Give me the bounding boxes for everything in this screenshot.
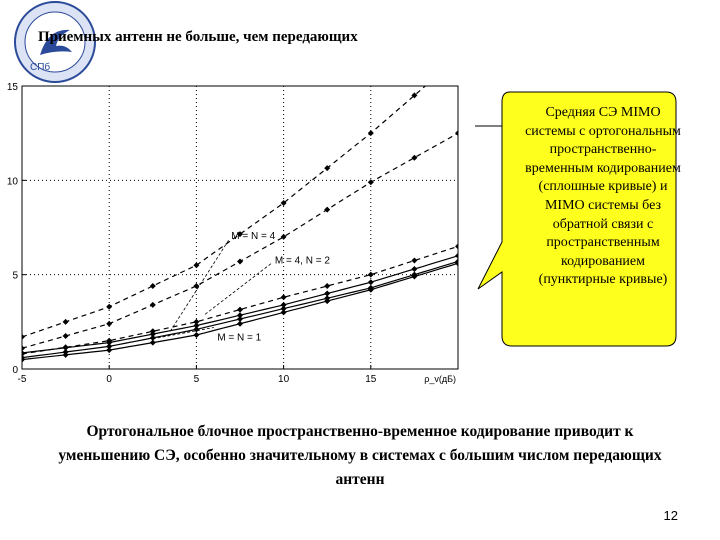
slide-title: Приемных антенн не больше, чем передающи… bbox=[38, 29, 358, 45]
x-tick-label: -5 bbox=[18, 374, 27, 385]
series-marker bbox=[237, 231, 243, 238]
series-marker bbox=[62, 332, 69, 339]
series-marker bbox=[106, 320, 113, 327]
series-marker bbox=[62, 351, 69, 358]
y-tick-label: 5 bbox=[12, 271, 18, 282]
series-1 bbox=[22, 86, 427, 340]
plot-frame bbox=[21, 85, 459, 370]
series-marker bbox=[193, 332, 200, 339]
series-marker bbox=[193, 262, 200, 269]
x-tick-label: 5 bbox=[194, 374, 200, 385]
chart-grid bbox=[21, 85, 459, 370]
x-tick-label: 10 bbox=[278, 374, 290, 385]
series-marker bbox=[149, 331, 156, 338]
y-tick-label: 15 bbox=[7, 82, 19, 93]
university-logo: СПб bbox=[14, 1, 96, 83]
series-marker bbox=[455, 130, 458, 137]
annotation-label: M = N = 4 bbox=[231, 231, 275, 242]
series-line bbox=[22, 245, 458, 355]
x-tick-label: 0 bbox=[106, 374, 112, 385]
series-marker bbox=[193, 318, 200, 325]
series-marker bbox=[367, 130, 374, 137]
x-tick-label: 15 bbox=[365, 374, 377, 385]
series-line bbox=[22, 86, 427, 338]
series-marker bbox=[411, 92, 418, 99]
series-marker bbox=[367, 279, 374, 286]
series-marker bbox=[22, 349, 25, 356]
series-marker bbox=[149, 339, 156, 346]
series-marker bbox=[106, 303, 113, 310]
series-marker bbox=[411, 257, 418, 264]
annotation-leader bbox=[169, 238, 230, 332]
series-marker bbox=[106, 339, 113, 346]
series-marker bbox=[149, 301, 156, 308]
series-marker bbox=[411, 154, 418, 161]
series-marker bbox=[149, 282, 156, 289]
series-marker bbox=[237, 320, 243, 327]
series-marker bbox=[237, 312, 243, 319]
series-2 bbox=[22, 130, 458, 352]
series-marker bbox=[455, 252, 458, 259]
callout-text: Средняя СЭ MIMO системы с ортогональным … bbox=[525, 105, 681, 288]
series-6 bbox=[22, 260, 458, 363]
series-marker bbox=[193, 322, 200, 329]
series-marker bbox=[237, 316, 243, 323]
y-tick-label: 10 bbox=[7, 176, 19, 187]
series-marker bbox=[22, 356, 25, 363]
series-marker bbox=[280, 301, 287, 308]
y-tick-label: 0 bbox=[12, 365, 18, 376]
series-marker bbox=[455, 243, 458, 250]
svg-text:СПб: СПб bbox=[30, 61, 50, 73]
series-marker bbox=[149, 334, 156, 341]
series-marker bbox=[280, 309, 287, 316]
series-marker bbox=[411, 266, 418, 273]
series-marker bbox=[62, 344, 69, 351]
series-marker bbox=[22, 333, 25, 340]
series-marker bbox=[324, 165, 331, 172]
series-marker bbox=[106, 347, 113, 354]
series-marker bbox=[237, 258, 243, 265]
series-marker bbox=[411, 273, 418, 280]
series-marker bbox=[280, 233, 287, 240]
series-marker bbox=[455, 260, 458, 267]
series-marker bbox=[324, 290, 331, 297]
x-axis-label: ρ_v(дБ) bbox=[424, 374, 456, 384]
series-marker bbox=[367, 286, 374, 293]
conclusion-text: Ортогональное блочное пространственно-вр… bbox=[58, 423, 662, 488]
series-marker bbox=[22, 345, 25, 352]
series-marker bbox=[237, 306, 243, 313]
page-number: 12 bbox=[663, 508, 678, 523]
series-marker bbox=[62, 318, 69, 325]
series-marker bbox=[280, 294, 287, 301]
callout-shape bbox=[477, 91, 677, 347]
series-marker bbox=[324, 298, 331, 305]
series-marker bbox=[324, 206, 331, 213]
series-marker bbox=[280, 305, 287, 312]
chart-annotations: M = N = 4 M = 4, N = 2 M = N = 1 bbox=[152, 231, 330, 344]
plot-area bbox=[22, 86, 458, 363]
series-marker bbox=[106, 343, 113, 350]
series-4 bbox=[22, 252, 458, 356]
annotation-label: M = N = 1 bbox=[217, 333, 261, 344]
series-marker bbox=[193, 282, 200, 289]
annotation-leader bbox=[204, 263, 272, 315]
series-marker bbox=[367, 179, 374, 186]
series-marker bbox=[367, 271, 374, 278]
series-marker bbox=[280, 199, 287, 206]
annotation-label: M = 4, N = 2 bbox=[275, 255, 330, 266]
callout-box bbox=[475, 91, 677, 347]
annotation-leader bbox=[152, 327, 214, 340]
series-marker bbox=[324, 282, 331, 289]
